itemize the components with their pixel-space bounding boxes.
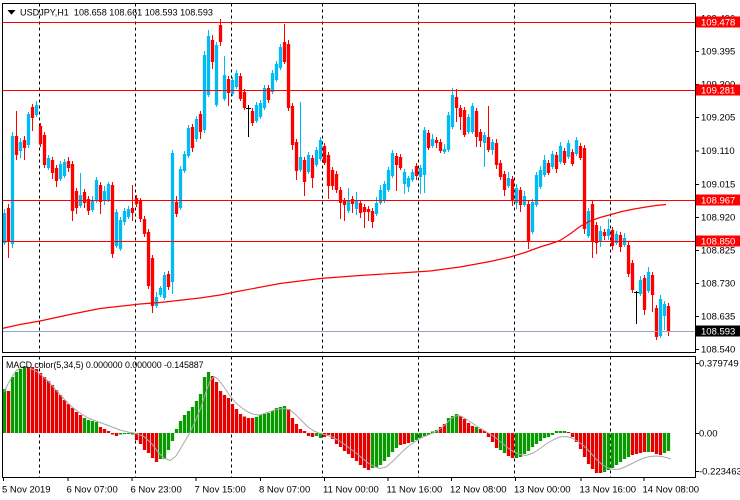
svg-text:11 Nov 16:00: 11 Nov 16:00 bbox=[387, 485, 443, 496]
svg-text:13 Nov 00:00: 13 Nov 00:00 bbox=[514, 485, 571, 496]
svg-text:108.540: 108.540 bbox=[701, 345, 735, 356]
svg-text:14 Nov 08:00: 14 Nov 08:00 bbox=[643, 485, 700, 496]
svg-text:108.593: 108.593 bbox=[701, 327, 735, 338]
svg-text:108.920: 108.920 bbox=[701, 213, 735, 224]
svg-text:11 Nov 00:00: 11 Nov 00:00 bbox=[323, 485, 379, 496]
svg-text:13 Nov 16:00: 13 Nov 16:00 bbox=[580, 485, 637, 496]
svg-text:6 Nov 23:00: 6 Nov 23:00 bbox=[131, 485, 182, 496]
svg-text:MACD color(5,34,5) 0.000000 0.: MACD color(5,34,5) 0.000000 0.000000 -0.… bbox=[6, 360, 204, 370]
svg-text:5 Nov 2019: 5 Nov 2019 bbox=[2, 485, 51, 496]
svg-text:-0.223463: -0.223463 bbox=[699, 467, 740, 478]
svg-text:0.00: 0.00 bbox=[699, 429, 718, 440]
svg-text:108.825: 108.825 bbox=[701, 246, 735, 257]
svg-text:0.379749: 0.379749 bbox=[699, 359, 739, 370]
svg-text:109.281: 109.281 bbox=[701, 86, 735, 97]
svg-text:109.478: 109.478 bbox=[701, 18, 735, 29]
svg-text:108.850: 108.850 bbox=[701, 237, 735, 248]
svg-text:108.967: 108.967 bbox=[701, 196, 735, 207]
svg-text:8 Nov 07:00: 8 Nov 07:00 bbox=[259, 485, 310, 496]
svg-text:USDJPY,H1 108.658 108.661 108: USDJPY,H1 108.658 108.661 108.593 108.59… bbox=[20, 8, 213, 18]
svg-text:109.205: 109.205 bbox=[701, 113, 735, 124]
svg-text:108.730: 108.730 bbox=[701, 279, 735, 290]
svg-text:109.015: 109.015 bbox=[701, 180, 735, 191]
svg-text:12 Nov 08:00: 12 Nov 08:00 bbox=[450, 485, 507, 496]
svg-text:109.110: 109.110 bbox=[701, 146, 735, 157]
svg-text:7 Nov 15:00: 7 Nov 15:00 bbox=[195, 485, 246, 496]
svg-text:109.395: 109.395 bbox=[701, 47, 735, 58]
svg-text:6 Nov 07:00: 6 Nov 07:00 bbox=[67, 485, 118, 496]
svg-text:108.635: 108.635 bbox=[701, 312, 735, 323]
